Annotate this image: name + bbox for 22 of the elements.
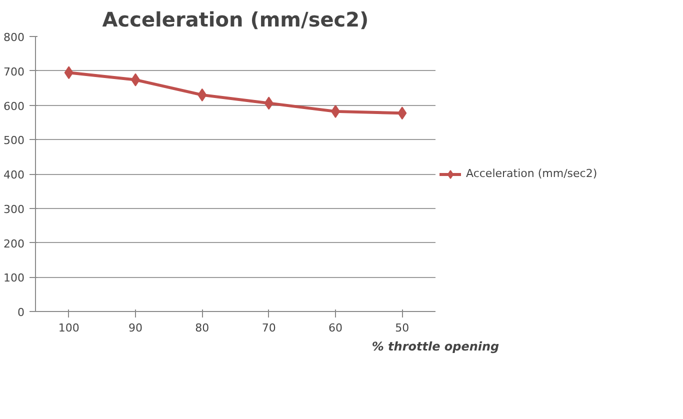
y-tick-label: 200 xyxy=(4,237,25,250)
legend-label: Acceleration (mm/sec2) xyxy=(466,167,598,180)
y-tick-label: 0 xyxy=(18,306,24,319)
point xyxy=(264,96,274,110)
chart-title: Acceleration (mm/sec2) xyxy=(102,8,369,32)
x-tick-label: 90 xyxy=(128,322,142,334)
x-tick-label: 60 xyxy=(328,322,342,334)
y-tick-label: 700 xyxy=(4,65,25,78)
point xyxy=(198,88,207,102)
point xyxy=(64,66,74,80)
y-tick-label: 100 xyxy=(4,272,25,285)
y-tick-label: 600 xyxy=(4,100,25,113)
y-tick-label: 500 xyxy=(4,134,25,148)
x-tick-label: 100 xyxy=(58,322,80,334)
y-tick-label: 400 xyxy=(4,168,25,182)
x-tick-label: 50 xyxy=(395,322,410,334)
x-tick-label: 80 xyxy=(195,322,210,334)
x-axis-title: % throttle opening xyxy=(372,340,500,354)
y-tick-label: 800 xyxy=(4,31,25,44)
x-tick-label: 70 xyxy=(262,322,276,334)
y-tick-label: 300 xyxy=(4,202,25,216)
point xyxy=(398,106,407,120)
